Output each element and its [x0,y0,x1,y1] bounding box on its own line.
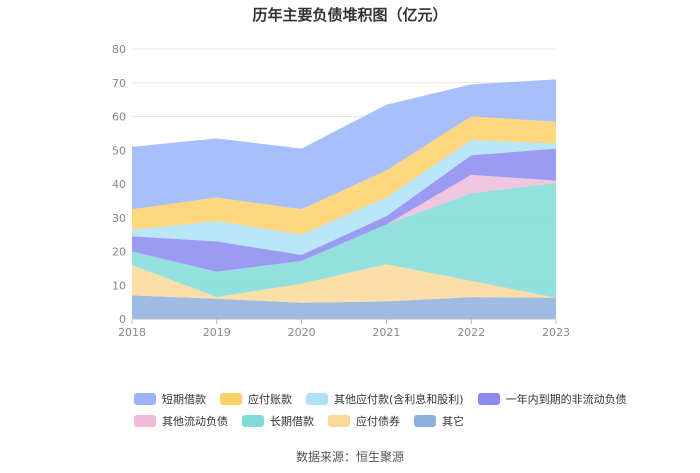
x-tick-label: 2020 [288,326,316,339]
legend-swatch [242,415,264,427]
area-其它[interactable] [132,295,556,319]
x-tick-label: 2022 [457,326,485,339]
legend-swatch [220,393,242,405]
legend-label: 其它 [442,415,464,428]
x-tick-label: 2019 [203,326,231,339]
x-tick-label: 2021 [372,326,400,339]
legend-item[interactable]: 长期借款 [242,413,314,429]
legend-item[interactable]: 应付债券 [328,413,400,429]
area-长期借款[interactable] [132,183,556,298]
legend-label: 应付账款 [248,393,292,406]
area-其他应付款(含利息和股利)[interactable] [132,140,556,255]
axes: 0 10 20 30 40 50 60 70 80 2018 2019 2020 2021 2022 202… [112,43,570,339]
legend-label: 应付债券 [356,415,400,428]
legend-item[interactable]: 短期借款 [134,391,206,407]
area-应付债券[interactable] [132,264,556,303]
legend-swatch [134,393,156,405]
legend-label: 一年内到期的非流动负债 [505,393,627,406]
legend-item[interactable]: 一年内到期的非流动负债 [477,391,627,407]
y-tick-label: 50 [112,144,126,157]
legend: 短期借款 应付账款 其他应付款(含利息和股利) 一年内到期的非流动负债 其他流动… [134,388,627,432]
area-一年内到期的非流动负债[interactable] [132,148,556,272]
legend-item[interactable]: 其他流动负债 [134,413,228,429]
chart-title: 历年主要负债堆积图（亿元） [252,6,448,24]
x-tick-label: 2023 [542,326,570,339]
y-tick-label: 40 [112,178,126,191]
y-tick-label: 70 [112,77,126,90]
legend-item[interactable]: 其它 [414,413,464,429]
legend-swatch [306,393,328,405]
area-应付账款[interactable] [132,116,556,235]
y-tick-label: 0 [119,313,126,326]
legend-swatch [477,393,500,405]
area-其他流动负债[interactable] [132,174,556,272]
legend-item[interactable]: 应付账款 [220,391,292,407]
legend-label: 其他应付款(含利息和股利) [334,393,464,406]
legend-label: 短期借款 [162,393,206,406]
legend-item[interactable]: 其他应付款(含利息和股利) [306,391,464,407]
area-短期借款[interactable] [132,79,556,210]
y-tick-label: 30 [112,212,126,225]
legend-row-1: 短期借款 应付账款 其他应付款(含利息和股利) 一年内到期的非流动负债 [134,388,627,410]
legend-label: 其他流动负债 [162,415,228,428]
legend-row-2: 其他流动负债 长期借款 应付债券 其它 [134,410,584,432]
area-series [132,79,556,319]
legend-swatch [414,415,436,427]
legend-swatch [328,415,350,427]
y-tick-label: 80 [112,43,126,56]
y-tick-label: 10 [112,279,126,292]
x-tick-label: 2018 [118,326,146,339]
y-tick-label: 60 [112,111,126,124]
legend-label: 长期借款 [270,415,314,428]
y-tick-label: 20 [112,246,126,259]
legend-swatch [134,415,156,427]
data-source: 数据来源：恒生聚源 [295,450,404,464]
